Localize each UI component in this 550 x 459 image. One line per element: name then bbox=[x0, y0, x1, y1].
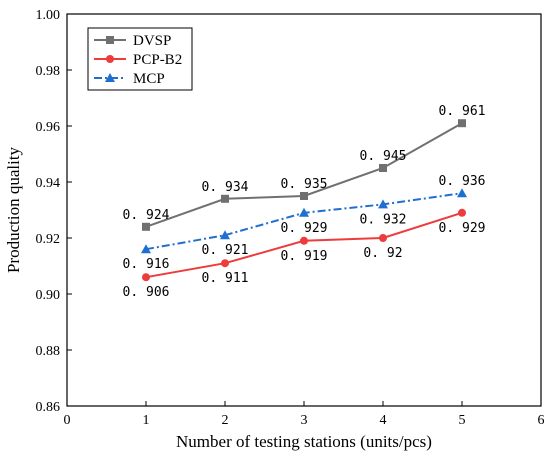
legend-marker-dvsp bbox=[106, 36, 114, 44]
y-tick-label: 0.94 bbox=[36, 176, 61, 191]
legend: DVSP PCP-B2 MCP bbox=[87, 27, 193, 91]
x-axis-title: Number of testing stations (units/pcs) bbox=[176, 432, 432, 451]
y-tick-label: 0.92 bbox=[36, 232, 61, 247]
data-point-pcp-b2 bbox=[300, 236, 308, 245]
legend-marker-pcp-b2 bbox=[106, 55, 114, 63]
data-point-pcp-b2 bbox=[379, 234, 387, 242]
data-label-mcp: 0. 921 bbox=[202, 243, 249, 258]
y-tick-label: 0.90 bbox=[36, 288, 61, 303]
data-point-mcp bbox=[299, 207, 309, 217]
data-point-dvsp bbox=[300, 192, 308, 200]
y-tick-label: 0.88 bbox=[36, 344, 61, 359]
x-tick-label: 6 bbox=[538, 413, 545, 428]
data-label-mcp: 0. 929 bbox=[281, 221, 328, 236]
series-lines bbox=[141, 119, 467, 282]
data-label-pcp-b2: 0. 919 bbox=[281, 249, 328, 264]
x-tick-label: 2 bbox=[222, 413, 229, 428]
y-tick-label: 0.98 bbox=[36, 64, 61, 79]
data-label-dvsp: 0. 934 bbox=[202, 180, 249, 195]
data-label-mcp: 0. 936 bbox=[439, 174, 486, 189]
x-tick-label: 1 bbox=[143, 413, 150, 428]
data-point-mcp bbox=[457, 188, 467, 198]
data-label-mcp: 0. 916 bbox=[123, 257, 170, 272]
data-label-pcp-b2: 0. 929 bbox=[439, 221, 486, 236]
series-dvsp bbox=[142, 119, 466, 231]
legend-label-dvsp: DVSP bbox=[133, 33, 171, 49]
data-label-pcp-b2: 0. 92 bbox=[363, 246, 402, 261]
x-tick-label: 5 bbox=[459, 413, 466, 428]
y-axis-title: Production quality bbox=[4, 146, 23, 273]
data-label-dvsp: 0. 924 bbox=[123, 208, 170, 223]
legend-label-mcp: MCP bbox=[133, 71, 165, 87]
data-point-dvsp bbox=[379, 164, 387, 172]
data-label-dvsp: 0. 945 bbox=[360, 149, 407, 164]
series-mcp bbox=[141, 188, 467, 254]
axes: 0 1 2 3 4 5 6 0.86 0.88 0.90 0.92 0.94 0.96 0.98 1.00 bbox=[36, 8, 545, 428]
data-point-dvsp bbox=[458, 119, 466, 128]
y-tick-label: 0.96 bbox=[36, 120, 61, 135]
data-point-pcp-b2 bbox=[142, 273, 150, 282]
data-point-dvsp bbox=[221, 194, 229, 203]
x-tick-label: 0 bbox=[64, 413, 71, 428]
data-label-pcp-b2: 0. 911 bbox=[202, 271, 249, 286]
data-point-mcp bbox=[220, 230, 230, 240]
data-point-pcp-b2 bbox=[221, 259, 229, 268]
legend-label-pcp-b2: PCP-B2 bbox=[133, 52, 182, 68]
y-tick-label: 1.00 bbox=[36, 8, 61, 23]
legend-marker-mcp bbox=[105, 73, 115, 82]
data-point-mcp bbox=[378, 199, 388, 209]
data-label-dvsp: 0. 935 bbox=[281, 177, 328, 192]
x-tick-label: 3 bbox=[301, 413, 308, 428]
data-label-dvsp: 0. 961 bbox=[439, 104, 486, 119]
data-point-dvsp bbox=[142, 222, 150, 231]
data-label-pcp-b2: 0. 906 bbox=[123, 285, 170, 300]
y-tick-label: 0.86 bbox=[36, 400, 61, 415]
x-tick-label: 4 bbox=[380, 413, 387, 428]
series-pcp-b2 bbox=[142, 208, 466, 282]
data-point-mcp bbox=[141, 244, 151, 254]
data-point-pcp-b2 bbox=[458, 208, 466, 217]
data-labels: 0. 924 0. 934 0. 935 0. 945 0. 961 0. 906 0. 9… bbox=[123, 104, 486, 300]
data-label-mcp: 0. 932 bbox=[360, 212, 407, 227]
